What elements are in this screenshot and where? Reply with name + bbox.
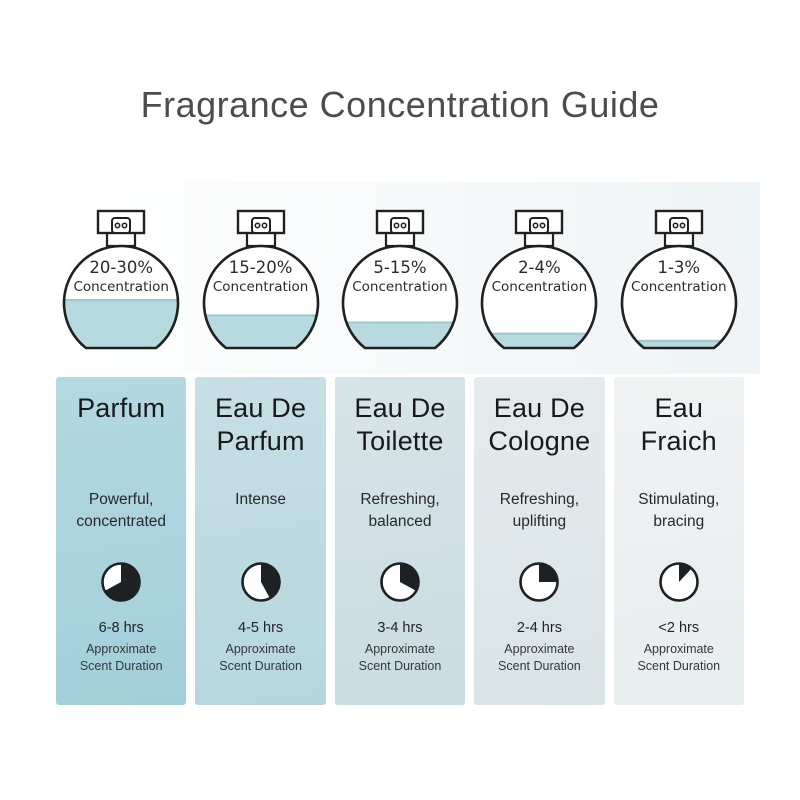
- perfume-bottle-icon: [330, 200, 470, 375]
- info-columns: Parfum Powerful, concentrated 6-8 hrs Ap…: [56, 377, 744, 705]
- fragrance-column: Parfum Powerful, concentrated 6-8 hrs Ap…: [56, 377, 187, 705]
- bottle-label: 20-30% Concentration: [56, 258, 186, 296]
- perfume-bottle-icon: [51, 200, 191, 375]
- concentration-range: 15-20%: [228, 258, 293, 277]
- scent-duration-hours: 4-5 hrs: [238, 620, 284, 636]
- perfume-bottle: 1-3% Concentration: [614, 200, 744, 375]
- scent-duration-note: Approximate Scent Duration: [637, 642, 721, 673]
- concentration-range: 2-4%: [518, 258, 561, 277]
- concentration-label: Concentration: [73, 279, 169, 295]
- fragrance-column: Eau Fraich Stimulating, bracing <2 hrs A…: [613, 377, 744, 705]
- clock-icon: [656, 559, 702, 605]
- bottle-label: 2-4% Concentration: [474, 258, 604, 296]
- perfume-bottle: 2-4% Concentration: [474, 200, 604, 375]
- scent-duration-note: Approximate Scent Duration: [498, 642, 581, 673]
- perfume-bottle-icon: [191, 200, 331, 375]
- fragrance-name: Parfum: [77, 393, 166, 423]
- perfume-bottle-icon: [469, 200, 609, 375]
- fragrance-column: Eau De Parfum Intense 4-5 hrs Approximat…: [195, 377, 326, 705]
- concentration-label: Concentration: [491, 279, 588, 295]
- scent-duration-hours: 6-8 hrs: [98, 620, 144, 636]
- bottle-label: 15-20% Concentration: [195, 258, 325, 296]
- perfume-bottle: 20-30% Concentration: [56, 200, 186, 375]
- concentration-label: Concentration: [212, 279, 309, 295]
- concentration-range: 1-3%: [657, 258, 701, 277]
- scent-duration-note: Approximate Scent Duration: [219, 642, 302, 673]
- bottle-label: 1-3% Concentration: [614, 258, 744, 296]
- fragrance-column: Eau De Cologne Refreshing, uplifting 2-4…: [474, 377, 605, 705]
- concentration-label: Concentration: [352, 279, 448, 295]
- concentration-label: Concentration: [631, 279, 727, 295]
- scent-duration-hours: 2-4 hrs: [516, 620, 562, 636]
- fragrance-description: Intense: [235, 491, 287, 508]
- page-title: Fragrance Concentration Guide: [140, 84, 660, 125]
- scent-duration-hours: 3-4 hrs: [377, 620, 423, 636]
- fragrance-name: Eau De Cologne: [488, 393, 591, 456]
- fragrance-column: Eau De Toilette Refreshing, balanced 3-4…: [334, 377, 466, 705]
- perfume-bottle: 5-15% Concentration: [335, 200, 465, 375]
- scent-duration-hours: <2 hrs: [658, 620, 700, 636]
- clock-icon: [377, 559, 423, 605]
- clock-icon: [238, 559, 284, 605]
- scent-duration-note: Approximate Scent Duration: [358, 642, 442, 673]
- perfume-bottle-icon: [609, 200, 749, 375]
- bottle-label: 5-15% Concentration: [335, 258, 465, 296]
- fragrance-description: Powerful, concentrated: [76, 491, 166, 531]
- perfume-bottle: 15-20% Concentration: [195, 200, 325, 375]
- fragrance-name: Eau De Parfum: [214, 393, 307, 456]
- clock-icon: [516, 559, 562, 605]
- fragrance-description: Stimulating, bracing: [638, 491, 720, 531]
- bottle-row: 20-30% Concentration 15-20% Concentratio…: [56, 200, 744, 375]
- fragrance-name: Eau De Toilette: [354, 393, 446, 456]
- fragrance-description: Refreshing, balanced: [360, 491, 440, 531]
- fragrance-description: Refreshing, uplifting: [499, 491, 580, 531]
- clock-icon: [98, 559, 144, 605]
- concentration-range: 5-15%: [373, 258, 427, 277]
- fragrance-name: Eau Fraich: [640, 393, 717, 456]
- scent-duration-note: Approximate Scent Duration: [79, 642, 163, 673]
- concentration-range: 20-30%: [89, 258, 153, 277]
